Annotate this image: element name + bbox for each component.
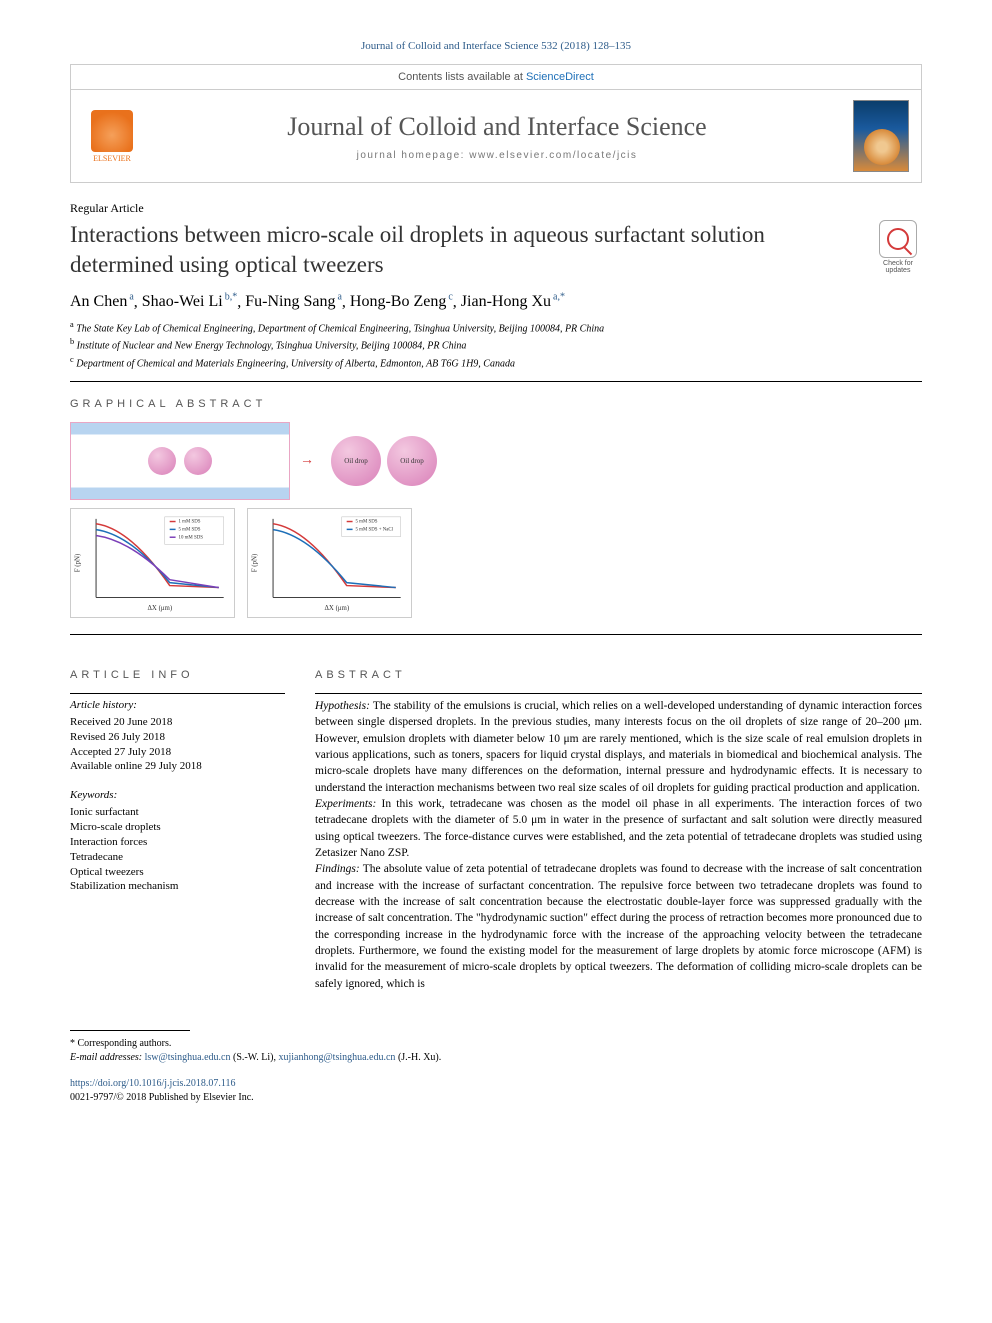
contents-available-bar: Contents lists available at ScienceDirec… — [70, 64, 922, 90]
author: Fu-Ning Sang a — [245, 293, 342, 310]
article-title: Interactions between micro-scale oil dro… — [70, 220, 856, 280]
journal-banner: ELSEVIER Journal of Colloid and Interfac… — [70, 90, 922, 183]
history-line: Revised 26 July 2018 — [70, 730, 285, 745]
divider — [70, 693, 285, 694]
corresponding-authors: * Corresponding authors. — [70, 1037, 922, 1051]
check-for-updates-badge[interactable]: Check for updates — [874, 220, 922, 274]
article-info-heading: ARTICLE INFO — [70, 669, 285, 681]
publisher-name: ELSEVIER — [93, 154, 131, 163]
keyword: Interaction forces — [70, 835, 285, 850]
contents-prefix: Contents lists available at — [398, 71, 526, 83]
svg-text:ΔX (μm): ΔX (μm) — [325, 605, 350, 612]
author: Jian-Hong Xu a,* — [461, 293, 565, 310]
author-list: An Chen a, Shao-Wei Li b,*, Fu-Ning Sang… — [70, 292, 922, 311]
elsevier-tree-icon — [91, 110, 133, 152]
history-line: Received 20 June 2018 — [70, 715, 285, 730]
keyword: Ionic surfactant — [70, 805, 285, 820]
ga-zoom: Oil drop Oil drop — [324, 422, 444, 500]
homepage-url[interactable]: www.elsevier.com/locate/jcis — [469, 150, 637, 161]
magnifier-icon — [887, 228, 909, 250]
svg-text:5 mM SDS: 5 mM SDS — [356, 520, 378, 525]
svg-text:1 mM SDS: 1 mM SDS — [179, 520, 201, 525]
ga-chart-1: 5 mM SDS 5 mM SDS + NaCl ΔX (μm) F (pN) — [247, 508, 412, 618]
sciencedirect-link[interactable]: ScienceDirect — [526, 71, 594, 83]
doi-link[interactable]: https://doi.org/10.1016/j.jcis.2018.07.1… — [70, 1078, 236, 1089]
ga-zoom-drop-right: Oil drop — [387, 436, 437, 486]
svg-text:10 mM SDS: 10 mM SDS — [179, 536, 204, 541]
keyword: Micro-scale droplets — [70, 820, 285, 835]
email-addresses: E-mail addresses: lsw@tsinghua.edu.cn (S… — [70, 1051, 922, 1065]
hypothesis-label: Hypothesis: — [315, 700, 370, 712]
keyword: Optical tweezers — [70, 865, 285, 880]
article-history: Article history: Received 20 June 2018Re… — [70, 698, 285, 774]
zoom-arrow-icon: → — [300, 453, 314, 469]
journal-homepage: journal homepage: www.elsevier.com/locat… — [141, 150, 853, 161]
ga-chart-0: 1 mM SDS 5 mM SDS 10 mM SDS ΔX (μm) F (pN) — [70, 508, 235, 618]
ga-zoom-drop-left: Oil drop — [331, 436, 381, 486]
experiments-label: Experiments: — [315, 798, 376, 810]
issn-copyright: 0021-9797/© 2018 Published by Elsevier I… — [70, 1092, 254, 1103]
author: An Chen a — [70, 293, 134, 310]
affiliations: a The State Key Lab of Chemical Engineer… — [70, 319, 922, 371]
findings-text: The absolute value of zeta potential of … — [315, 863, 922, 989]
affiliation: c Department of Chemical and Materials E… — [70, 354, 922, 371]
affiliation: b Institute of Nuclear and New Energy Te… — [70, 336, 922, 353]
keyword: Stabilization mechanism — [70, 879, 285, 894]
journal-citation: Journal of Colloid and Interface Science… — [70, 40, 922, 52]
footnote-separator — [70, 1030, 190, 1031]
graphical-abstract: → Oil drop Oil drop 1 mM SDS 5 mM SDS 10 m… — [70, 422, 922, 618]
ga-schematic — [70, 422, 290, 500]
history-line: Available online 29 July 2018 — [70, 759, 285, 774]
hypothesis-text: The stability of the emulsions is crucia… — [315, 700, 922, 794]
article-type: Regular Article — [70, 201, 922, 216]
svg-text:5 mM SDS + NaCl: 5 mM SDS + NaCl — [356, 528, 394, 533]
author: Hong-Bo Zeng c — [350, 293, 453, 310]
check-updates-icon — [879, 220, 917, 258]
divider — [70, 634, 922, 635]
svg-text:F (pN): F (pN) — [251, 554, 258, 572]
email-prefix: E-mail addresses: — [70, 1052, 145, 1063]
journal-cover-thumbnail — [853, 100, 909, 172]
graphical-abstract-heading: GRAPHICAL ABSTRACT — [70, 398, 922, 410]
keywords-block: Keywords: Ionic surfactantMicro-scale dr… — [70, 788, 285, 894]
footnotes: * Corresponding authors. E-mail addresse… — [70, 1037, 922, 1065]
email-link[interactable]: xujianhong@tsinghua.edu.cn — [278, 1052, 395, 1063]
findings-label: Findings: — [315, 863, 360, 875]
doi-block: https://doi.org/10.1016/j.jcis.2018.07.1… — [70, 1077, 922, 1105]
keyword: Tetradecane — [70, 850, 285, 865]
abstract-heading: ABSTRACT — [315, 669, 922, 681]
check-updates-label: Check for updates — [883, 260, 913, 274]
experiments-text: In this work, tetradecane was chosen as … — [315, 798, 922, 859]
history-line: Accepted 27 July 2018 — [70, 745, 285, 760]
divider — [315, 693, 922, 694]
svg-text:5 mM SDS: 5 mM SDS — [179, 528, 201, 533]
keywords-heading: Keywords: — [70, 788, 285, 803]
elsevier-logo: ELSEVIER — [83, 104, 141, 168]
ga-droplet-right — [184, 447, 212, 475]
divider — [70, 381, 922, 382]
ga-droplet-left — [148, 447, 176, 475]
homepage-prefix: journal homepage: — [357, 150, 470, 161]
svg-text:F (pN): F (pN) — [74, 554, 81, 572]
journal-name: Journal of Colloid and Interface Science — [141, 112, 853, 142]
abstract-text: Hypothesis: The stability of the emulsio… — [315, 698, 922, 992]
email-link[interactable]: lsw@tsinghua.edu.cn — [145, 1052, 231, 1063]
affiliation: a The State Key Lab of Chemical Engineer… — [70, 319, 922, 336]
history-heading: Article history: — [70, 698, 285, 713]
svg-text:ΔX (μm): ΔX (μm) — [148, 605, 173, 612]
author: Shao-Wei Li b,* — [142, 293, 237, 310]
